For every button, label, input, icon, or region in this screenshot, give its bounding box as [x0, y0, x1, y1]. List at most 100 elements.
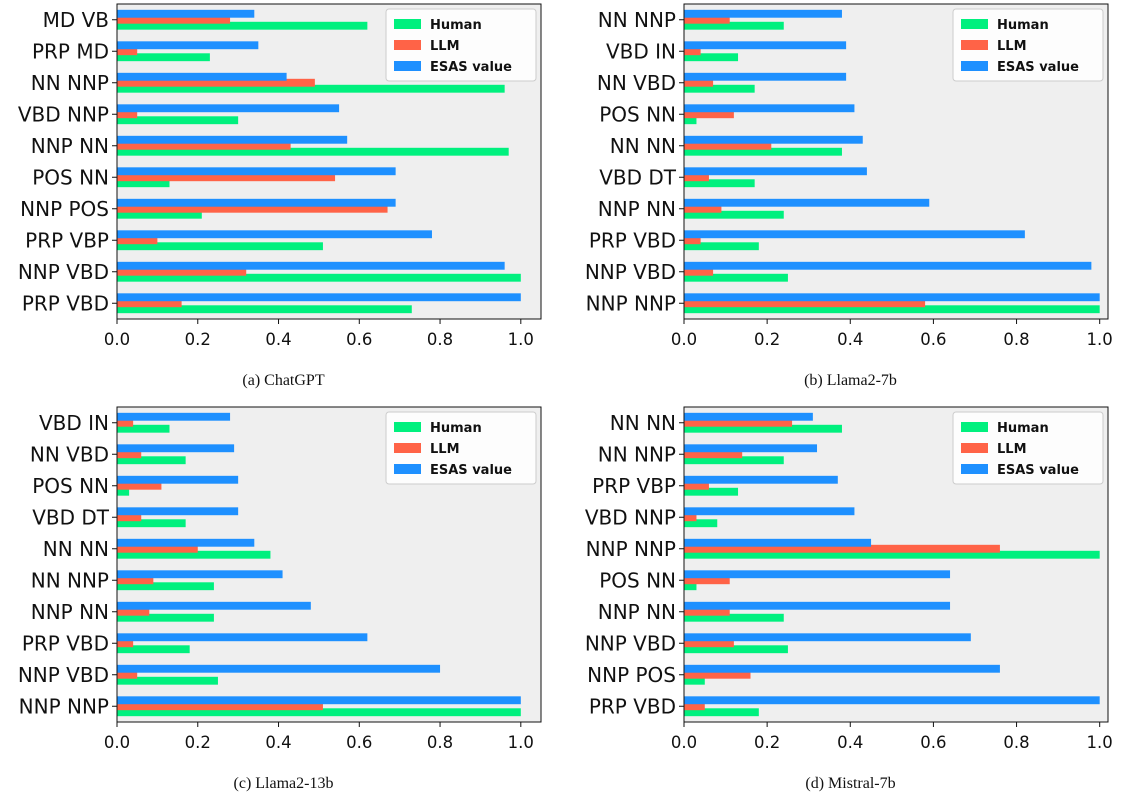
bar-esas-value — [684, 167, 867, 176]
bar-esas-value — [117, 664, 441, 673]
bar-human — [117, 676, 218, 685]
bar-esas-value — [117, 167, 396, 176]
x-tick-label: 0.6 — [920, 330, 946, 349]
bar-esas-value — [684, 135, 863, 144]
x-tick-label: 0.6 — [346, 733, 372, 752]
bar-human — [117, 179, 170, 188]
bar-esas-value — [117, 601, 311, 610]
bar-llm — [117, 47, 138, 56]
bar-human — [117, 305, 412, 314]
bar-llm — [117, 236, 158, 245]
x-tick-label: 0.0 — [104, 330, 130, 349]
bar-human — [684, 613, 784, 622]
bar-llm — [117, 481, 162, 490]
legend-swatch — [961, 19, 988, 29]
bar-human — [684, 676, 705, 685]
chart-panel-chatgpt: MD VB PRP MD NN NNP VBD NNP NNP NN POS NN NNP … — [0, 0, 567, 403]
bar-esas-value — [684, 41, 847, 50]
chart-caption: (d) Mistral-7b — [805, 775, 896, 792]
x-tick-label: 0.8 — [1003, 733, 1029, 752]
bar-esas-value — [684, 696, 1100, 705]
category-label: NNP VBD — [18, 260, 109, 284]
category-label: MD VB — [43, 8, 109, 32]
bar-human — [684, 708, 759, 717]
bar-esas-value — [117, 696, 521, 705]
category-label: NNP NN — [31, 600, 109, 624]
bar-human — [117, 21, 368, 30]
bar-human — [684, 645, 788, 654]
x-tick-label: 0.0 — [671, 330, 697, 349]
chart-panel-mistral-7b: NN NN NN NNP PRP VBP VBD NNP NNP NNP POS NN NN… — [567, 403, 1134, 806]
bar-llm — [117, 513, 142, 522]
bar-llm — [684, 15, 730, 24]
bar-human — [684, 487, 739, 496]
category-label: VBD NNP — [585, 505, 676, 529]
category-label: NNP VBD — [585, 260, 676, 284]
bar-esas-value — [117, 475, 239, 484]
chart-svg: NN NN NN NNP PRP VBP VBD NNP NNP NNP POS NN NN… — [585, 406, 1113, 752]
x-tick-label: 0.4 — [265, 330, 291, 349]
bar-llm — [684, 607, 730, 616]
bar-esas-value — [117, 198, 396, 207]
legend-box — [385, 411, 537, 485]
bar-esas-value — [684, 230, 1025, 239]
bar-esas-value — [684, 444, 818, 453]
bar-esas-value — [684, 570, 951, 579]
bar-llm — [684, 204, 722, 213]
bar-human — [684, 84, 755, 93]
x-tick-label: 1.0 — [1087, 733, 1113, 752]
x-tick-label: 0.4 — [265, 733, 291, 752]
x-tick-label: 0.2 — [754, 330, 780, 349]
bar-esas-value — [117, 412, 231, 421]
legend-label: LLM — [997, 442, 1027, 457]
bar-esas-value — [684, 293, 1100, 302]
legend-swatch — [394, 40, 421, 50]
x-tick-label: 0.2 — [185, 733, 211, 752]
bar-llm — [684, 47, 701, 56]
bar-llm — [684, 141, 772, 150]
legend-label: Human — [997, 421, 1049, 436]
bar-llm — [117, 78, 315, 87]
category-label: NNP NNP — [19, 694, 109, 718]
bar-llm — [684, 78, 714, 87]
legend-label: Human — [430, 421, 482, 436]
bar-esas-value — [117, 633, 368, 642]
category-label: VBD IN — [606, 39, 676, 63]
category-label: VBD IN — [39, 411, 109, 435]
bar-human — [117, 273, 521, 282]
bar-human — [684, 273, 788, 282]
legend-swatch — [394, 19, 421, 29]
bar-human — [117, 242, 323, 251]
category-label: NN VBD — [597, 71, 676, 95]
x-tick-label: 1.0 — [508, 330, 534, 349]
category-label: NNP VBD — [18, 663, 109, 687]
bar-esas-value — [684, 664, 1000, 673]
legend-box — [952, 8, 1104, 82]
bar-llm — [684, 173, 709, 182]
bar-esas-value — [684, 601, 951, 610]
x-tick-label: 0.4 — [837, 733, 863, 752]
x-tick-label: 0.0 — [104, 733, 130, 752]
x-tick-label: 0.0 — [671, 733, 697, 752]
bar-esas-value — [117, 570, 283, 579]
legend-swatch — [961, 61, 988, 71]
bar-llm — [117, 639, 134, 648]
bar-human — [117, 487, 130, 496]
bar-esas-value — [117, 444, 235, 453]
bar-esas-value — [684, 538, 872, 547]
chart-panel-llama2-13b: VBD IN NN VBD POS NN VBD DT NN NN NN NNP NNP N… — [0, 403, 567, 806]
bar-llm — [684, 110, 734, 119]
category-label: VBD DT — [32, 505, 110, 529]
chart-caption: (b) Llama2-7b — [804, 372, 897, 389]
x-tick-label: 1.0 — [1087, 330, 1113, 349]
bar-human — [117, 456, 186, 465]
bar-human — [117, 582, 214, 591]
category-label: POS NN — [32, 165, 109, 189]
x-tick-label: 0.8 — [1003, 330, 1029, 349]
bar-llm — [684, 267, 714, 276]
bar-llm — [117, 267, 247, 276]
bar-llm — [117, 204, 388, 213]
bar-llm — [117, 173, 336, 182]
category-label: NN VBD — [30, 442, 109, 466]
